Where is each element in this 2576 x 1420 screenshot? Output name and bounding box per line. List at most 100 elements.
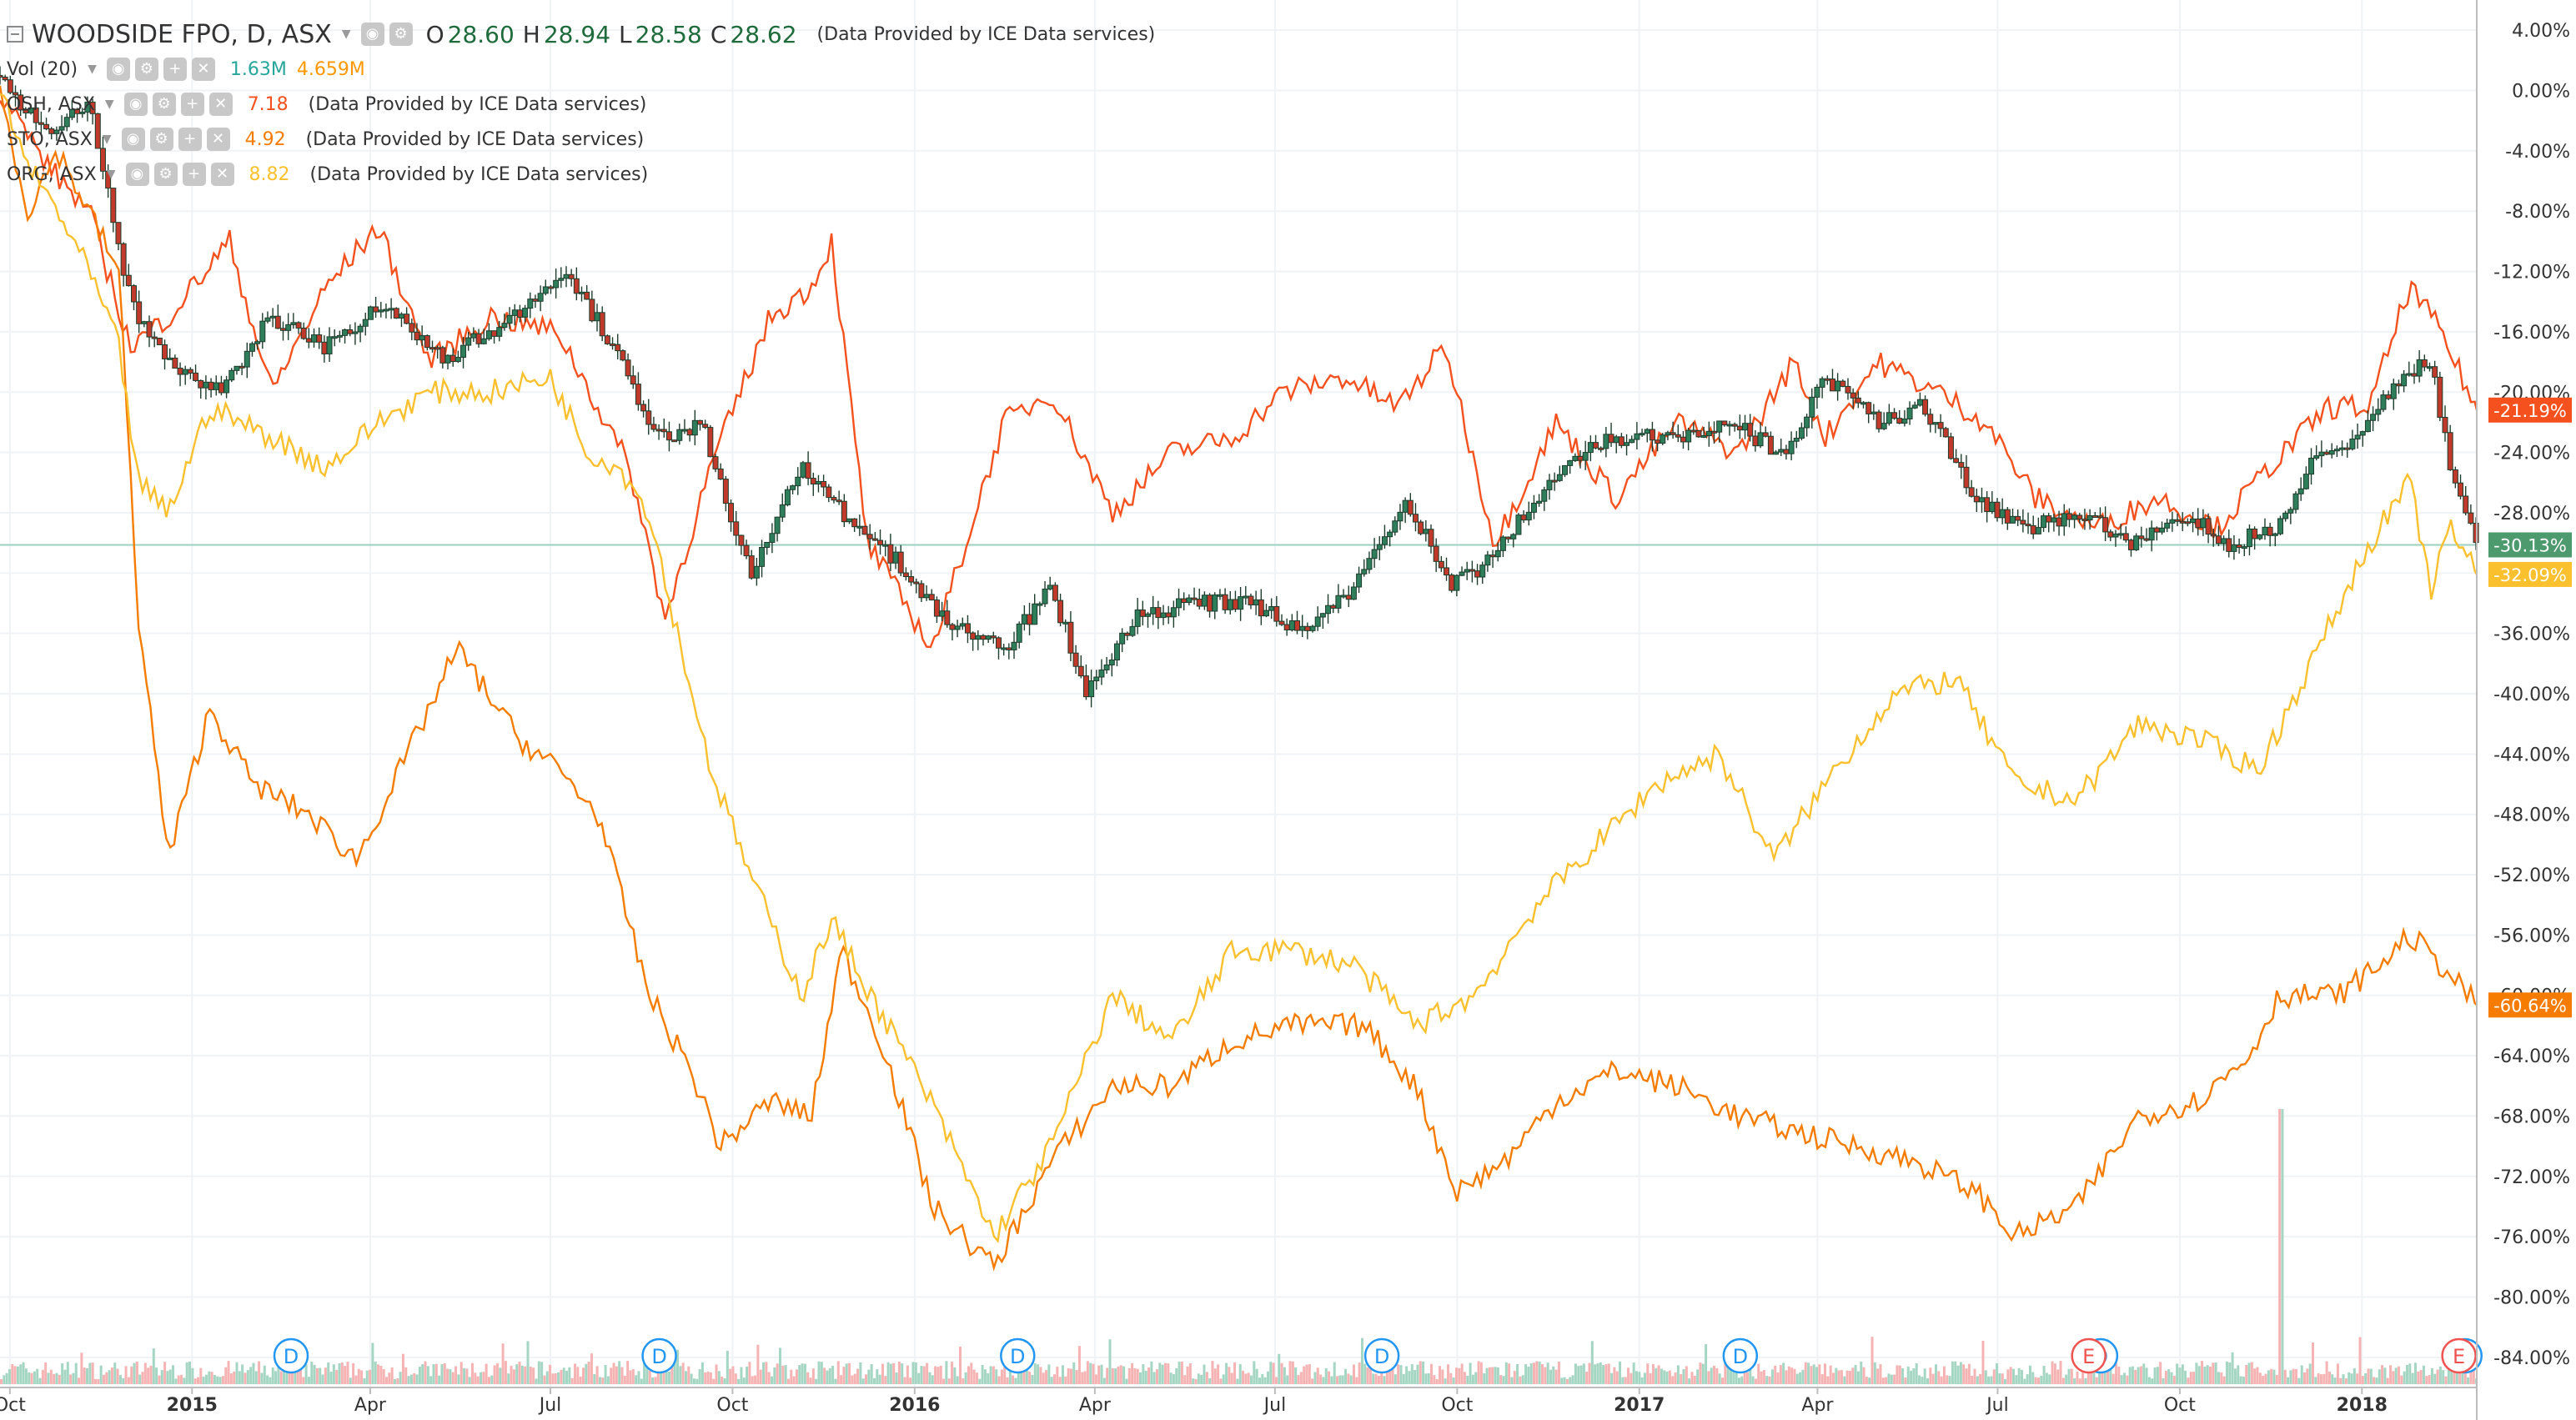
volume-bar: [294, 1372, 297, 1384]
candle-body: [1412, 514, 1419, 523]
gear-icon[interactable]: ⚙: [134, 58, 158, 81]
compare-title-sto[interactable]: STO, ASX: [7, 128, 93, 150]
candle-body: [1973, 495, 1980, 503]
volume-bar: [1577, 1366, 1580, 1384]
close-icon[interactable]: ✕: [191, 58, 215, 81]
eye-icon[interactable]: ◉: [123, 93, 148, 116]
gear-icon[interactable]: ⚙: [389, 23, 413, 46]
chevron-down-icon[interactable]: ▼: [102, 133, 112, 146]
eye-icon[interactable]: ◉: [121, 128, 145, 151]
gear-icon[interactable]: ⚙: [153, 163, 178, 186]
volume-bar: [903, 1377, 906, 1384]
close-icon[interactable]: ✕: [210, 163, 234, 186]
plus-icon[interactable]: +: [182, 163, 206, 186]
volume-bar: [495, 1362, 499, 1384]
eye-icon[interactable]: ◉: [106, 58, 130, 81]
candle-body: [681, 429, 688, 432]
volume-bar: [1454, 1367, 1458, 1384]
volume-bar: [360, 1370, 364, 1384]
candle-body: [604, 335, 610, 344]
series-line-osh[interactable]: [0, 98, 2478, 649]
earnings-marker[interactable]: [2441, 1337, 2477, 1374]
volume-bar: [1014, 1377, 1017, 1384]
volume-bar: [2217, 1372, 2220, 1384]
dividend-marker[interactable]: [1363, 1337, 1400, 1374]
volume-bar: [1776, 1372, 1780, 1384]
volume-bar: [379, 1366, 383, 1384]
close-icon[interactable]: ✕: [206, 128, 230, 151]
volume-bar: [876, 1369, 879, 1384]
dividend-marker[interactable]: [1000, 1337, 1036, 1374]
series-line-org[interactable]: [0, 93, 2478, 1244]
candle-body: [563, 273, 570, 279]
chevron-down-icon[interactable]: ▼: [104, 98, 114, 111]
volume-bar: [1424, 1373, 1428, 1384]
collapse-legend-icon[interactable]: [7, 26, 23, 43]
close-icon[interactable]: ✕: [208, 93, 233, 116]
eye-icon[interactable]: ◉: [125, 163, 149, 186]
plus-icon[interactable]: +: [180, 93, 204, 116]
candle-body: [1855, 397, 1861, 404]
volume-bar: [1929, 1367, 1932, 1384]
candle-body: [2308, 457, 2315, 475]
candle-body: [305, 338, 312, 343]
candle-body: [2287, 509, 2294, 514]
gear-icon[interactable]: ⚙: [149, 128, 173, 151]
volume-bar: [1954, 1361, 1957, 1384]
event-markers[interactable]: DDDDDDDEE: [273, 1337, 2483, 1374]
candle-body: [1294, 620, 1301, 631]
volume-bar: [886, 1362, 890, 1384]
candle-body: [2195, 518, 2202, 529]
candle-body: [2159, 527, 2166, 533]
candle-body: [300, 327, 307, 339]
y-tick-label: -44.00%: [2493, 745, 2570, 765]
volume-bar: [692, 1378, 695, 1384]
y-tick-label: -48.00%: [2493, 805, 2570, 826]
gear-icon[interactable]: ⚙: [152, 93, 176, 116]
volume-bar: [518, 1362, 521, 1384]
chevron-down-icon[interactable]: ▼: [106, 168, 116, 181]
plus-icon[interactable]: +: [163, 58, 187, 81]
volume-bar: [352, 1362, 355, 1384]
volume-bar: [1918, 1375, 1921, 1384]
volume-bar: [2222, 1376, 2226, 1384]
volume-bar: [654, 1377, 657, 1384]
time-axis[interactable]: Oct 2015 Apr Jul Oct 2016 Apr Jul Oct 2017 Apr Jul O…: [0, 1387, 2388, 1416]
volume-bar: [1316, 1367, 1319, 1384]
candle-body: [311, 334, 318, 343]
volume-bar: [1383, 1376, 1386, 1384]
compare-title-osh[interactable]: OSH, ASX: [7, 93, 95, 115]
candle-body: [1124, 632, 1131, 636]
volume-bar: [615, 1366, 618, 1384]
dividend-marker[interactable]: [1722, 1337, 1759, 1374]
volume-bar: [598, 1377, 601, 1384]
price-axis[interactable]: 4.00%0.00%-4.00%-8.00%-12.00%-16.00%-20.…: [2493, 21, 2570, 1369]
candle-body: [1546, 479, 1553, 490]
volume-bar: [1730, 1367, 1733, 1384]
earnings-marker[interactable]: [2071, 1337, 2106, 1374]
candle-body: [625, 359, 631, 377]
chevron-down-icon[interactable]: ▼: [341, 28, 351, 41]
last-value-badge: [2488, 561, 2572, 587]
dividend-marker[interactable]: [641, 1337, 677, 1374]
volume-bar: [2331, 1374, 2334, 1384]
volume-bar: [241, 1364, 244, 1384]
series-line-sto[interactable]: [0, 85, 2478, 1272]
volume-bar: [183, 1377, 186, 1384]
candle-body: [89, 101, 96, 114]
volume-bar: [16, 1366, 19, 1384]
chevron-down-icon[interactable]: ▼: [88, 63, 97, 76]
dividend-marker[interactable]: [273, 1337, 309, 1374]
volume-bar: [2209, 1366, 2212, 1384]
eye-icon[interactable]: ◉: [360, 23, 384, 46]
plus-icon[interactable]: +: [178, 128, 202, 151]
volume-bar: [310, 1361, 314, 1384]
volume-title[interactable]: Vol (20): [7, 58, 78, 80]
volume-bar: [2006, 1369, 2010, 1384]
compare-title-org[interactable]: ORG, ASX: [7, 163, 97, 185]
volume-bar: [1061, 1365, 1064, 1384]
volume-bar: [2314, 1377, 2317, 1384]
main-symbol-title[interactable]: WOODSIDE FPO, D, ASX: [32, 19, 332, 49]
candle-body: [2252, 528, 2258, 539]
